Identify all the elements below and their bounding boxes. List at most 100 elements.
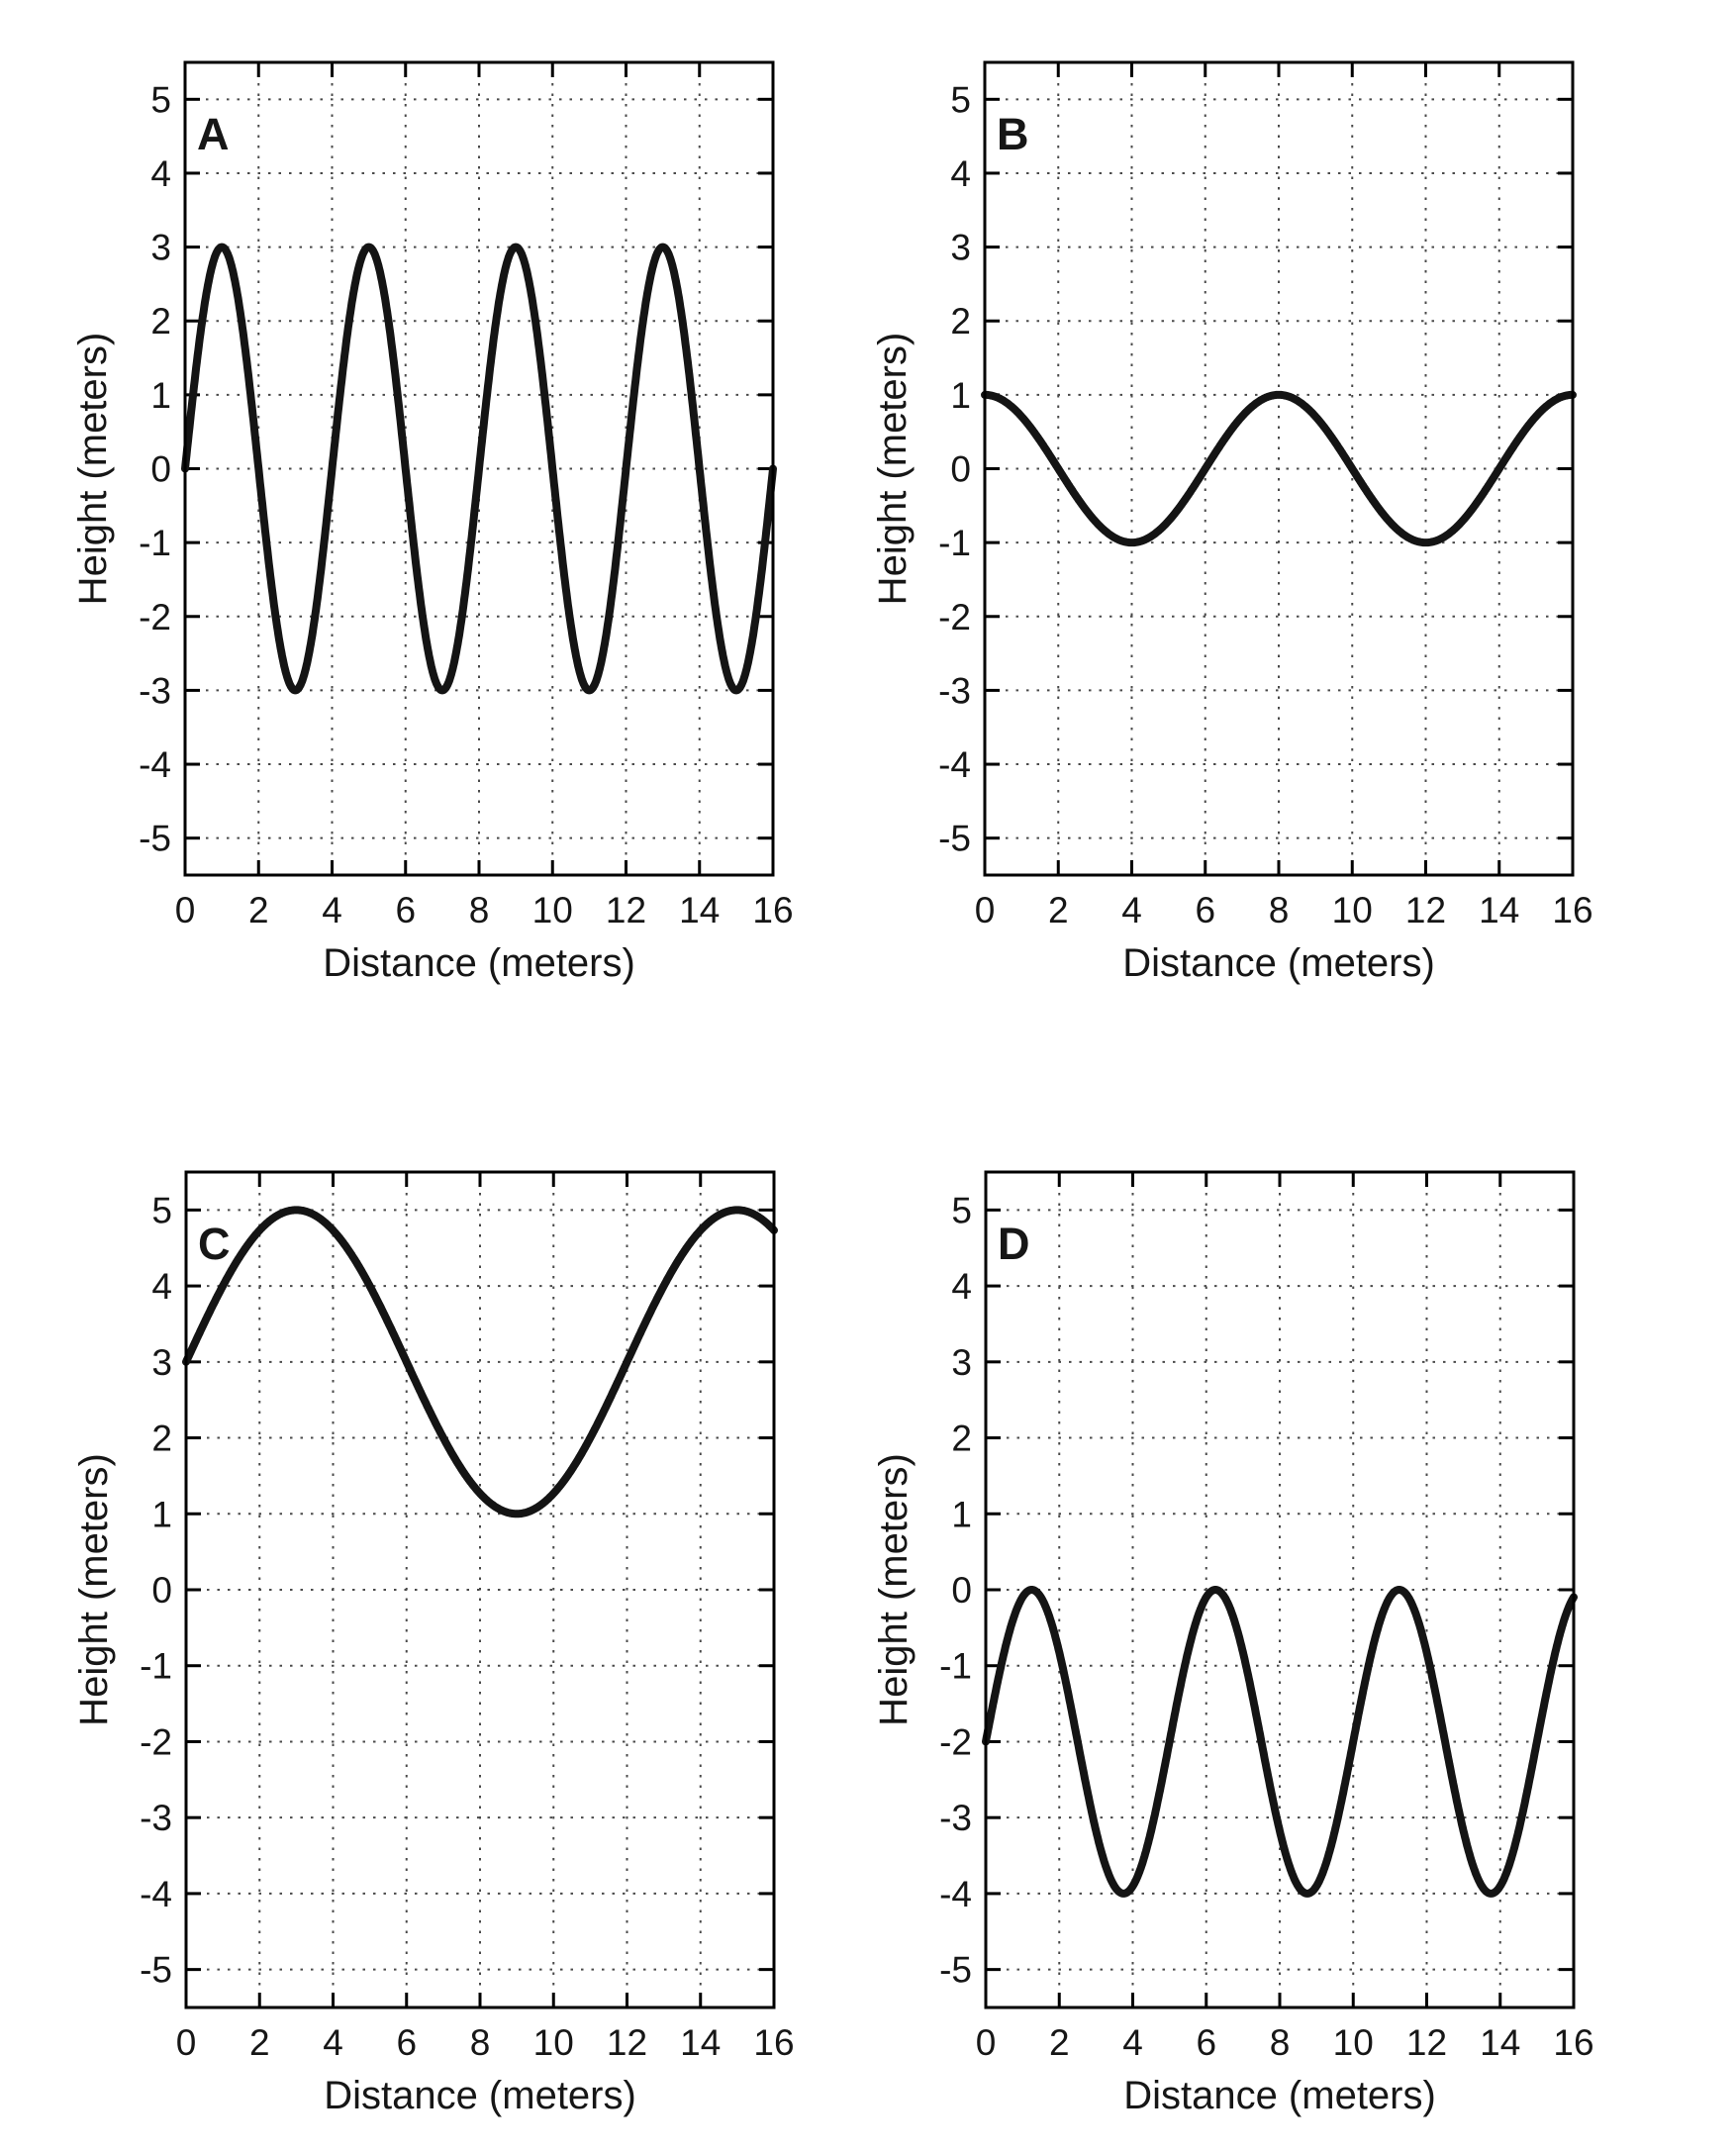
x-tick-label: 4 xyxy=(1121,890,1142,930)
y-tick-label: -2 xyxy=(939,1721,972,1762)
y-tick-label: -1 xyxy=(938,523,971,563)
x-tick-label: 10 xyxy=(1333,2022,1374,2063)
y-tick-label: 1 xyxy=(951,1494,972,1534)
y-tick-label: 1 xyxy=(151,1494,172,1534)
y-tick-label: 1 xyxy=(150,375,171,416)
x-tick-label: 2 xyxy=(248,890,269,930)
x-tick-label: 0 xyxy=(976,2022,997,2063)
y-tick-label: 5 xyxy=(151,1190,172,1230)
x-tick-label: 4 xyxy=(1122,2022,1143,2063)
y-tick-label: -4 xyxy=(939,1874,972,1914)
axes-box-B xyxy=(983,60,1575,877)
x-tick-label: 4 xyxy=(323,2022,343,2063)
x-tick-label: 0 xyxy=(975,890,996,930)
y-tick-label: 0 xyxy=(151,1570,172,1611)
y-axis-title: Height (meters) xyxy=(72,1453,116,1726)
y-tick-label: -3 xyxy=(140,1798,172,1838)
y-tick-label: 0 xyxy=(150,449,171,490)
x-tick-label: 16 xyxy=(1552,890,1592,930)
x-axis-title: Distance (meters) xyxy=(323,941,635,985)
y-tick-label: 0 xyxy=(950,449,971,490)
axes-box-D xyxy=(984,1170,1576,2009)
panel-letter-D: D xyxy=(998,1219,1030,1269)
x-tick-label: 12 xyxy=(1405,890,1446,930)
y-tick-label: 2 xyxy=(151,1419,172,1459)
y-tick-label: 4 xyxy=(151,1266,172,1307)
x-tick-label: 2 xyxy=(1049,2022,1070,2063)
panel-letter-A: A xyxy=(197,109,230,159)
y-tick-label: 1 xyxy=(950,375,971,416)
x-tick-label: 12 xyxy=(607,2022,647,2063)
y-tick-label: -3 xyxy=(939,1798,972,1838)
y-tick-label: 3 xyxy=(950,228,971,268)
y-axis-title: Height (meters) xyxy=(71,333,115,606)
x-tick-label: 2 xyxy=(249,2022,270,2063)
y-tick-label: 2 xyxy=(950,301,971,342)
y-tick-label: -5 xyxy=(939,1950,972,1991)
y-axis-title: Height (meters) xyxy=(871,333,915,606)
x-tick-label: 6 xyxy=(1195,890,1215,930)
y-tick-label: -2 xyxy=(140,1721,172,1762)
y-tick-label: 3 xyxy=(150,228,171,268)
x-tick-label: 8 xyxy=(469,890,490,930)
y-axis-title: Height (meters) xyxy=(872,1453,916,1726)
x-tick-label: 10 xyxy=(532,890,573,930)
y-tick-label: 3 xyxy=(151,1342,172,1383)
y-tick-label: -2 xyxy=(139,597,171,637)
y-tick-label: 4 xyxy=(150,153,171,194)
x-tick-label: 4 xyxy=(322,890,342,930)
y-tick-label: -3 xyxy=(938,670,971,711)
x-tick-label: 0 xyxy=(176,2022,197,2063)
wave-curve-C xyxy=(182,1206,778,1518)
x-tick-label: 8 xyxy=(470,2022,491,2063)
axes-box-A xyxy=(183,60,775,877)
x-tick-label: 0 xyxy=(175,890,196,930)
x-tick-label: 6 xyxy=(1196,2022,1216,2063)
x-axis-title: Distance (meters) xyxy=(1122,941,1435,985)
y-tick-label: 5 xyxy=(150,79,171,120)
y-tick-label: 0 xyxy=(951,1570,972,1611)
x-axis-title: Distance (meters) xyxy=(324,2074,636,2117)
x-tick-label: 6 xyxy=(395,890,416,930)
wave-curve-A xyxy=(181,243,777,695)
x-tick-label: 8 xyxy=(1269,890,1290,930)
x-tick-label: 14 xyxy=(1479,890,1519,930)
y-tick-label: -5 xyxy=(938,819,971,859)
panel-letter-C: C xyxy=(198,1219,231,1269)
x-tick-label: 10 xyxy=(1332,890,1373,930)
wave-curve-D xyxy=(982,1586,1578,1898)
y-tick-label: -1 xyxy=(939,1646,972,1687)
y-tick-label: 3 xyxy=(951,1342,972,1383)
y-tick-label: 2 xyxy=(951,1419,972,1459)
x-tick-label: 10 xyxy=(533,2022,574,2063)
y-tick-label: -4 xyxy=(140,1874,172,1914)
y-tick-label: -4 xyxy=(938,744,971,785)
y-tick-label: 2 xyxy=(150,301,171,342)
x-tick-label: 8 xyxy=(1270,2022,1291,2063)
x-axis-title: Distance (meters) xyxy=(1123,2074,1436,2117)
x-tick-label: 2 xyxy=(1048,890,1069,930)
y-tick-label: -5 xyxy=(139,819,171,859)
x-tick-label: 16 xyxy=(753,2022,794,2063)
y-tick-label: -5 xyxy=(140,1950,172,1991)
panel-letter-B: B xyxy=(997,109,1029,159)
y-tick-label: 5 xyxy=(950,79,971,120)
y-tick-label: 4 xyxy=(951,1266,972,1307)
y-tick-label: -1 xyxy=(139,523,171,563)
y-tick-label: 5 xyxy=(951,1190,972,1230)
x-tick-label: 16 xyxy=(752,890,793,930)
axes-box-C xyxy=(184,1170,776,2009)
y-tick-label: -2 xyxy=(938,597,971,637)
x-tick-label: 16 xyxy=(1553,2022,1593,2063)
x-tick-label: 14 xyxy=(1480,2022,1520,2063)
x-tick-label: 14 xyxy=(680,2022,721,2063)
x-tick-label: 12 xyxy=(606,890,646,930)
y-tick-label: -3 xyxy=(139,670,171,711)
x-tick-label: 6 xyxy=(396,2022,417,2063)
y-tick-label: -1 xyxy=(140,1646,172,1687)
x-tick-label: 14 xyxy=(679,890,720,930)
wave-curve-B xyxy=(981,390,1577,547)
x-tick-label: 12 xyxy=(1406,2022,1447,2063)
